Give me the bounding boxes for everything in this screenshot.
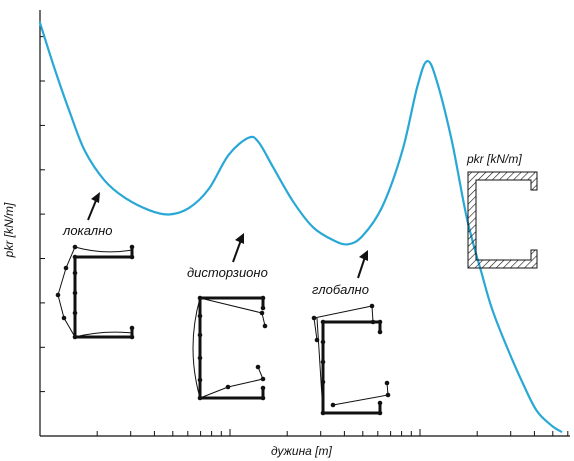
local-deformed-top	[74, 246, 133, 253]
global-deformed-top	[313, 305, 374, 341]
arrow-global	[357, 256, 366, 279]
arrow-local	[87, 197, 98, 221]
local-mode-diagram	[55, 244, 135, 340]
distortional-mode-diagram	[192, 295, 268, 401]
arrow-global-head	[359, 250, 368, 261]
x-axis-label: дужина [m]	[271, 444, 332, 458]
local-deformed-bottom	[74, 331, 133, 338]
c-section-outline	[467, 171, 538, 269]
series-line	[38, 21, 563, 433]
annotation-local: локално	[63, 223, 113, 238]
y-axis-label: pkr [kN/m]	[2, 202, 16, 258]
arrow-distortional	[232, 239, 242, 263]
global-deformed-web	[316, 317, 324, 414]
arrow-distortional-head	[235, 233, 244, 244]
distortional-section	[198, 296, 265, 400]
local-section	[73, 255, 132, 339]
distortional-deformed-top	[199, 297, 266, 327]
y-ticks	[40, 36, 45, 393]
x-ticks	[39, 429, 569, 436]
global-nodes	[311, 303, 391, 416]
distortional-deformed-web	[192, 297, 201, 399]
local-nodes	[55, 244, 135, 340]
annotation-unit-label: pkr [kN/m]	[467, 152, 522, 166]
annotation-global: глобално	[312, 282, 369, 297]
global-section	[321, 320, 382, 415]
annotation-arrows	[87, 192, 368, 279]
local-deformed-web	[57, 246, 76, 338]
distortional-nodes	[197, 295, 268, 401]
global-mode-diagram	[311, 303, 391, 416]
distortional-deformed-bottom	[199, 366, 264, 399]
annotation-distortional: дисторзионо	[187, 265, 268, 280]
c-section-icon	[467, 171, 538, 269]
arrow-local-head	[91, 192, 100, 203]
